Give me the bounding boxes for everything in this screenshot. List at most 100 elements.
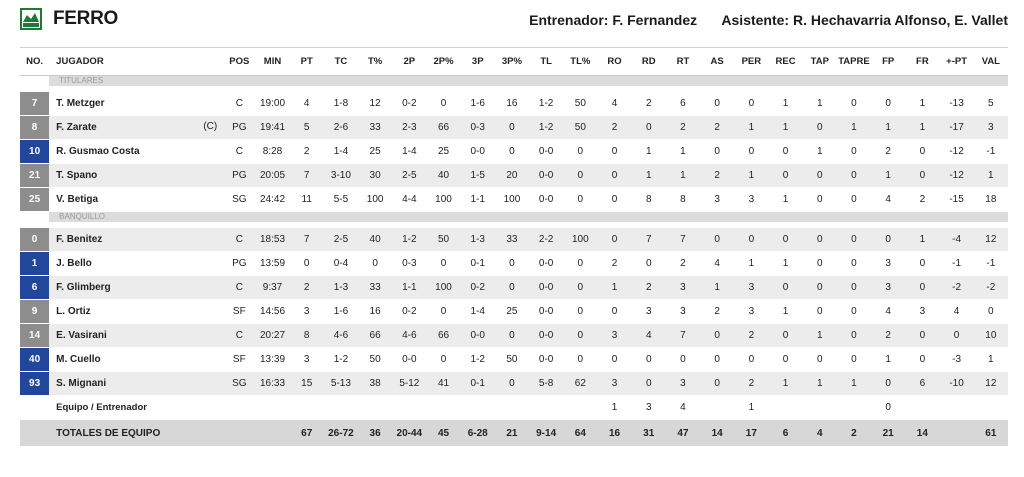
column-header[interactable]: PER [734, 47, 769, 76]
player-name[interactable]: S. Mignani [49, 371, 224, 396]
column-header[interactable]: NO. [20, 47, 50, 76]
player-row[interactable]: 14 E. Vasirani C 20:27 8 4-6 66 4-6 66 0-0 0 0-0 0 3 4… [20, 323, 1008, 348]
player-name-text[interactable]: F. Benitez [56, 234, 103, 245]
stat-cell-tc: 1-2 [323, 347, 359, 372]
column-header[interactable]: AS [700, 47, 735, 76]
column-header[interactable]: RO [597, 47, 632, 76]
stat-cell-val: 12 [973, 227, 1008, 252]
stat-cell-ro: 0 [597, 299, 632, 324]
column-header[interactable]: FP [871, 47, 906, 76]
stat-cell-2p: 1-2 [392, 227, 427, 252]
column-header[interactable]: 3P% [494, 47, 530, 76]
stat-cell-per: 3 [734, 275, 769, 300]
stat-cell-tl: 5-8 [529, 371, 564, 396]
stat-cell--pt: -17 [939, 115, 974, 140]
totals-cell [223, 419, 256, 447]
column-header[interactable]: FR [905, 47, 940, 76]
stat-cell-rt: 1 [665, 163, 701, 188]
player-row[interactable]: 7 T. Metzger C 19:00 4 1-8 12 0-2 0 1-6 16 1-2 50 4 2 6… [20, 91, 1008, 116]
player-name-text[interactable]: S. Mignani [56, 378, 107, 389]
player-name-text[interactable]: F. Zarate [56, 122, 97, 133]
stat-cell--pt: 4 [939, 299, 974, 324]
totals-cell: 6 [768, 419, 803, 447]
team-stat-cell: 0 [871, 395, 906, 420]
player-name-text[interactable]: E. Vasirani [56, 330, 107, 341]
column-header[interactable]: T% [358, 47, 393, 76]
player-row[interactable]: 93 S. Mignani SG 16:33 15 5-13 38 5-12 41 0-1 0 5-8… [20, 371, 1008, 396]
column-header[interactable]: JUGADOR [49, 47, 224, 76]
player-name-text[interactable]: V. Betiga [56, 194, 99, 205]
player-row[interactable]: 6 F. Glimberg C 9:37 2 1-3 33 1-1 100 0-2 0 0-0 0 1 2 3… [20, 275, 1008, 300]
stat-cell-rt: 1 [665, 139, 701, 164]
column-header[interactable]: 3P [460, 47, 495, 76]
player-row[interactable]: 9 L. Ortiz SF 14:56 3 1-6 16 0-2 0 1-4 25 0-0 0 0 3 3 2 3… [20, 299, 1008, 324]
stat-cell-pos: C [223, 227, 256, 252]
totals-cell: 21 [871, 419, 906, 447]
column-header[interactable]: MIN [255, 47, 290, 76]
stat-cell-3p: 1-3 [460, 227, 495, 252]
stat-cell-as: 0 [700, 227, 735, 252]
player-name-text[interactable]: T. Metzger [56, 98, 105, 109]
column-header[interactable]: REC [768, 47, 803, 76]
stat-cell--pt: -2 [939, 275, 974, 300]
column-header[interactable]: 2P [392, 47, 427, 76]
player-name[interactable]: T. Spano [49, 163, 224, 188]
stat-cell-tc: 5-5 [323, 187, 359, 212]
player-name[interactable]: E. Vasirani [49, 323, 224, 348]
stat-cell-rt: 7 [665, 323, 701, 348]
stat-cell-rec: 0 [768, 347, 803, 372]
player-row[interactable]: 25 V. Betiga SG 24:42 11 5-5 100 4-4 100 1-1 100 0-… [20, 187, 1008, 212]
player-name-text[interactable]: F. Glimberg [56, 282, 111, 293]
column-header[interactable]: TAP [802, 47, 837, 76]
player-name[interactable]: J. Bello [49, 251, 224, 276]
player-name[interactable]: V. Betiga [49, 187, 224, 212]
player-row[interactable]: 40 M. Cuello SF 13:39 3 1-2 50 0-0 0 1-2 50 0-0 0 0 0 0… [20, 347, 1008, 372]
player-name-text[interactable]: L. Ortiz [56, 306, 91, 317]
player-name[interactable]: F. Zarate (C) [49, 115, 224, 140]
column-header[interactable]: RT [665, 47, 701, 76]
stat-cell-tl-: 62 [563, 371, 598, 396]
column-header[interactable]: RD [631, 47, 666, 76]
player-name[interactable]: L. Ortiz [49, 299, 224, 324]
stat-cell-tl: 1-2 [529, 91, 564, 116]
stat-cell-tl: 0-0 [529, 251, 564, 276]
column-header[interactable]: TL [529, 47, 564, 76]
player-row[interactable]: 0 F. Benitez C 18:53 7 2-5 40 1-2 50 1-3 33 2-2 100 0… [20, 227, 1008, 252]
stat-cell-tl-: 0 [563, 323, 598, 348]
column-header[interactable]: TC [323, 47, 359, 76]
stat-cell-per: 0 [734, 139, 769, 164]
player-name-text[interactable]: R. Gusmao Costa [56, 146, 140, 157]
jersey-number-badge: 10 [20, 139, 50, 164]
stat-cell-rt: 7 [665, 227, 701, 252]
stat-cell-fp: 4 [871, 187, 906, 212]
stat-cell-tapre: 0 [836, 323, 872, 348]
player-name[interactable]: F. Benitez [49, 227, 224, 252]
stat-cell-fr: 3 [905, 299, 940, 324]
column-header[interactable]: 2P% [426, 47, 461, 76]
player-name-text[interactable]: T. Spano [56, 170, 98, 181]
column-header[interactable]: TL% [563, 47, 598, 76]
player-name[interactable]: M. Cuello [49, 347, 224, 372]
player-name[interactable]: R. Gusmao Costa [49, 139, 224, 164]
player-row[interactable]: 10 R. Gusmao Costa C 8:28 2 1-4 25 1-4 25 0-0 0 0-0… [20, 139, 1008, 164]
jersey-number-badge: 0 [20, 227, 50, 252]
stat-cell-2p: 2-5 [392, 163, 427, 188]
stat-cell-pt: 0 [289, 251, 324, 276]
column-header[interactable]: POS [223, 47, 256, 76]
column-header[interactable]: VAL [973, 47, 1008, 76]
stat-cell-fp: 2 [871, 323, 906, 348]
section-header: TITULARES [20, 75, 1008, 87]
player-name[interactable]: T. Metzger [49, 91, 224, 116]
player-name-text[interactable]: J. Bello [56, 258, 92, 269]
stat-cell-fr: 0 [905, 163, 940, 188]
player-name-text[interactable]: M. Cuello [56, 354, 101, 365]
player-row[interactable]: 8 F. Zarate (C) PG 19:41 5 2-6 33 2-3 66 0-3 0 1-2 50… [20, 115, 1008, 140]
player-row[interactable]: 1 J. Bello PG 13:59 0 0-4 0 0-3 0 0-1 0 0-0 0 2 0 2 4 1 1 0… [20, 251, 1008, 276]
column-header[interactable]: PT [289, 47, 324, 76]
column-header[interactable]: +-PT [939, 47, 974, 76]
column-header[interactable]: TAPRE [836, 47, 872, 76]
stat-cell-min: 14:56 [255, 299, 290, 324]
player-name[interactable]: F. Glimberg [49, 275, 224, 300]
stat-cell-per: 3 [734, 187, 769, 212]
player-row[interactable]: 21 T. Spano PG 20:05 7 3-10 30 2-5 40 1-5 20 0-0 0 0 1… [20, 163, 1008, 188]
